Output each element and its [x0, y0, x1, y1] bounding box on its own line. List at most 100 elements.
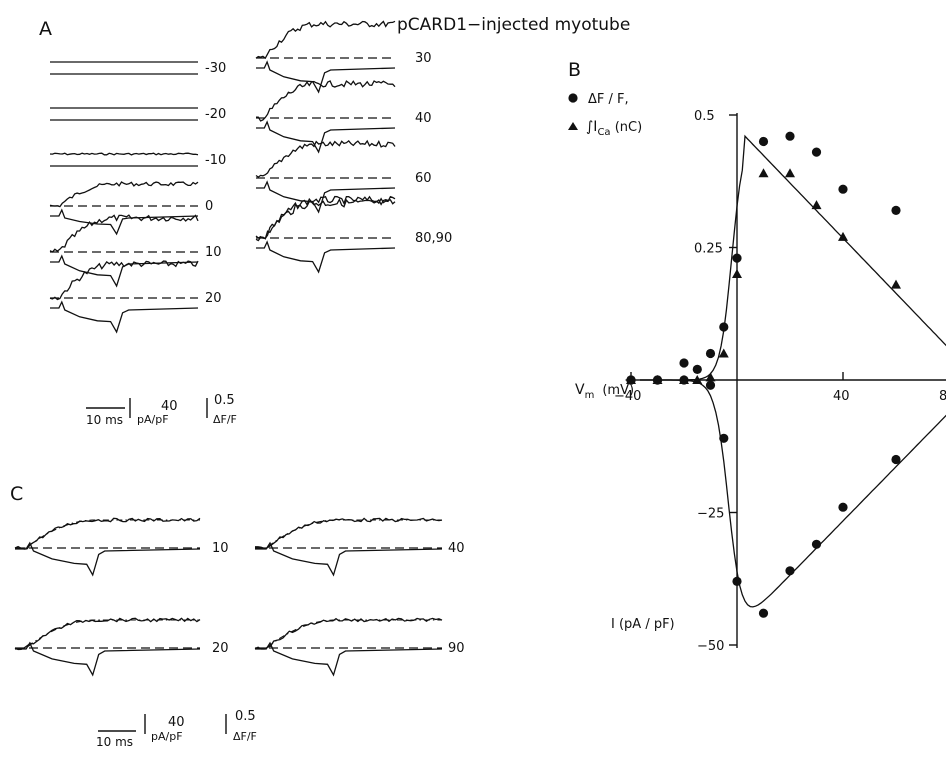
b-data-points	[626, 131, 901, 618]
model-fit-trace	[255, 619, 442, 649]
b-point-circle	[891, 454, 901, 465]
panel-c-label: C	[10, 483, 23, 505]
c-trace-set: 10	[14, 517, 229, 577]
trace-set: -10	[49, 152, 226, 168]
b-point-circle	[652, 375, 663, 385]
b-point-circle	[785, 131, 795, 141]
c-trace-set: 40	[255, 517, 465, 577]
voltage-label: 20	[205, 291, 222, 306]
voltage-label: 90	[448, 641, 465, 656]
c-current-scale-unit: pA/pF	[151, 730, 183, 743]
b-y-tick-label: −50	[697, 639, 724, 654]
fluorescence-trace	[255, 195, 396, 242]
voltage-label: 80,90	[415, 231, 452, 246]
b-point-circle	[732, 253, 742, 263]
trace-set: 10	[49, 214, 222, 288]
fluor-scale-value: 0.5	[214, 393, 235, 408]
b-point-circle	[626, 375, 636, 385]
voltage-label: 40	[415, 111, 432, 126]
b-xlabel-unit: (mV)	[602, 383, 634, 398]
b-point-circle	[838, 502, 848, 512]
b-x-tick-label: 80	[939, 389, 946, 404]
b-y-tick-label: −25	[697, 507, 724, 522]
fluorescence-trace	[255, 517, 443, 550]
current-scale-value: 40	[161, 399, 178, 414]
c-time-scale-label: 10 ms	[96, 735, 133, 749]
b-point-triangle	[732, 269, 742, 278]
b-point-triangle	[785, 168, 795, 178]
voltage-label: 10	[212, 541, 229, 556]
panel-c-traces: 10 40 20 90	[14, 517, 465, 677]
b-point-circle	[811, 539, 822, 549]
current-trace	[255, 641, 443, 677]
b-point-triangle	[758, 168, 769, 178]
voltage-label: -10	[205, 153, 226, 168]
voltage-label: 10	[205, 245, 222, 260]
panel-a-label: A	[39, 18, 52, 40]
b-fit-upper	[625, 134, 946, 381]
c-fluor-scale-value: 0.5	[235, 709, 256, 724]
panel-c-scale-bars: 10 ms 40 pA/pF 0.5 ΔF/F	[96, 709, 257, 749]
panel-a-left-traces: -30 -20 -10 0 10 20	[49, 61, 226, 334]
current-trace	[50, 300, 199, 334]
trace-set: -30	[50, 61, 226, 76]
b-point-circle	[719, 322, 729, 332]
trace-set: 60	[255, 139, 432, 214]
b-point-triangle	[692, 375, 703, 384]
b-point-circle	[758, 608, 769, 618]
current-trace	[15, 541, 201, 577]
b-xlabel-sub: m	[585, 390, 595, 401]
fluorescence-trace	[255, 20, 396, 60]
model-fit-trace	[15, 519, 200, 549]
time-scale-label: 10 ms	[86, 413, 123, 427]
trace-set: -20	[50, 107, 226, 122]
c-trace-set: 90	[254, 617, 465, 677]
b-xlabel-main: V	[575, 382, 585, 398]
trace-set: 0	[49, 181, 213, 236]
c-trace-set: 20	[14, 617, 229, 677]
fluorescence-trace	[254, 617, 443, 650]
b-y-tick-label: 0.5	[694, 109, 715, 124]
current-scale-unit: pA/pF	[137, 413, 169, 426]
b-point-circle	[679, 358, 689, 368]
current-trace	[256, 120, 396, 154]
fluorescence-trace	[14, 617, 201, 651]
b-point-triangle	[811, 200, 822, 210]
current-trace	[256, 240, 396, 274]
voltage-label: -20	[205, 107, 226, 122]
b-point-circle	[838, 184, 848, 194]
fluorescence-trace	[49, 214, 199, 253]
b-point-triangle	[891, 279, 901, 289]
voltage-label: 20	[212, 641, 229, 656]
fluorescence-trace	[14, 517, 201, 550]
c-fluor-scale-unit: ΔF/F	[233, 730, 257, 743]
b-point-circle	[705, 380, 716, 390]
fluorescence-trace	[49, 152, 199, 156]
legend-series-2-suffix: (nC)	[611, 120, 643, 135]
model-fit-trace	[15, 619, 200, 649]
trace-set: 40	[256, 80, 432, 154]
legend-series-2-name: ∫I	[586, 119, 597, 135]
current-trace	[50, 208, 199, 236]
panel-a-right-traces: 30 40 60 80,90	[255, 20, 452, 274]
b-point-triangle	[838, 231, 848, 241]
trace-set: 30	[255, 20, 432, 94]
trace-set: 80,90	[255, 195, 452, 274]
b-axes: −40 40 80 0.5 0.25 −25 −50	[614, 109, 946, 654]
b-point-triangle	[718, 348, 729, 358]
b-xlabel: Vm (mV)	[575, 382, 634, 401]
c-current-scale-value: 40	[168, 715, 185, 730]
fluorescence-trace-2	[255, 197, 396, 240]
voltage-label: 60	[415, 171, 432, 186]
b-ylabel: I (pA / pF)	[611, 617, 675, 632]
current-trace	[255, 541, 443, 577]
fluorescence-trace	[49, 260, 199, 301]
current-trace	[15, 641, 201, 677]
b-point-circle	[679, 375, 689, 385]
b-point-circle	[785, 566, 795, 576]
b-point-circle	[692, 364, 702, 374]
b-y-tick-label: 0.25	[694, 242, 723, 257]
trace-set: 20	[49, 260, 222, 334]
b-point-circle	[732, 576, 742, 587]
